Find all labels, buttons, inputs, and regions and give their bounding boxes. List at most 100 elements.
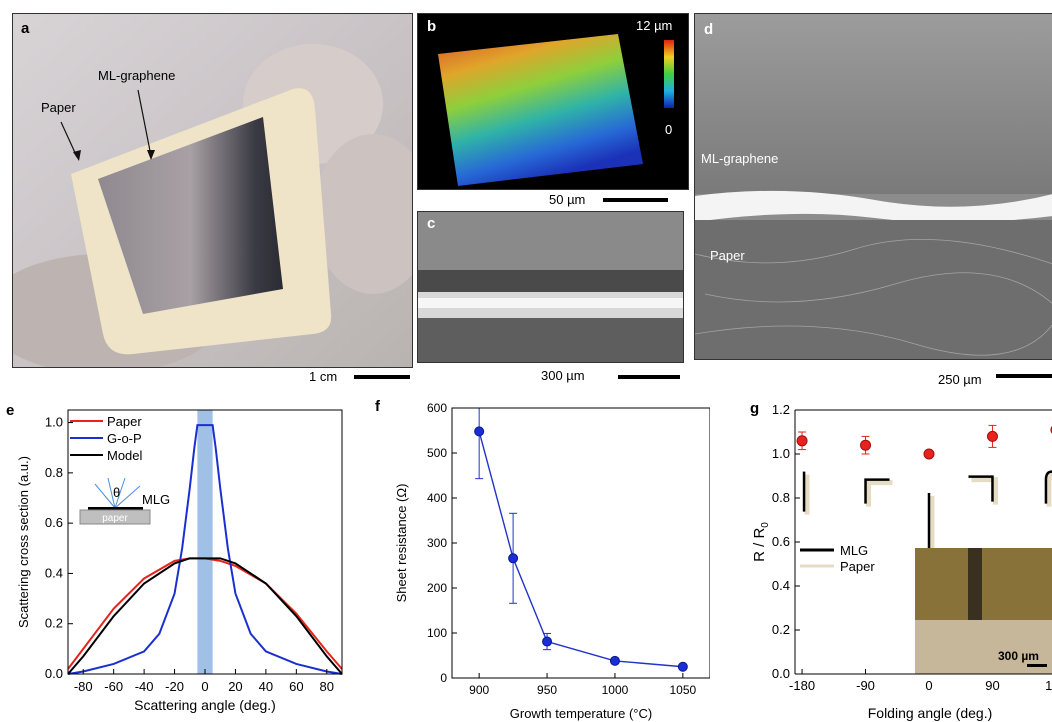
- panel-d-scale-label: 250 µm: [938, 372, 982, 387]
- inset-mlg-label: MLG: [142, 492, 170, 507]
- panel-a-label: a: [21, 20, 30, 37]
- y-tick-label: 0.2: [45, 616, 63, 631]
- series-g-o-p-line: [67, 424, 343, 675]
- fold-icon: [802, 471, 810, 515]
- panel-d-graphene-label: ML-graphene: [701, 151, 779, 166]
- x-tick-label: 0: [925, 678, 932, 693]
- chart-f: 900 950 1000 1050 0 100 200 300 400 500 600 Growth…: [394, 401, 710, 721]
- x-tick-label: -180: [789, 678, 815, 693]
- y-tick-label: 0.0: [45, 666, 63, 681]
- chart-g-xlabel: Folding angle (deg.): [868, 705, 993, 721]
- panel-e-label: e: [6, 402, 15, 419]
- inset-scale-label: 300 µm: [998, 649, 1039, 663]
- chart-f-frame: [451, 407, 710, 679]
- chart-f-ylabel: Sheet resistance (Ω): [394, 484, 409, 603]
- panel-b-topography: b 12 µm 0: [417, 13, 689, 190]
- panel-a-scalebar: [354, 375, 410, 379]
- y-tick-label: 100: [427, 626, 447, 640]
- y-tick-label: 0.4: [772, 578, 790, 593]
- colorbar-max-label: 12 µm: [636, 18, 673, 33]
- x-tick-label: -60: [104, 679, 123, 694]
- x-tick-label: 40: [259, 679, 273, 694]
- data-point: [677, 661, 688, 672]
- y-tick-label: 0.8: [45, 465, 63, 480]
- legend-entry: Paper: [107, 414, 142, 429]
- panel-a-image: [13, 14, 412, 367]
- x-tick-label: -40: [135, 679, 154, 694]
- fold-icon: [864, 478, 893, 507]
- panel-c-scale-label: 300 µm: [541, 368, 585, 383]
- highlight-band: [197, 410, 213, 674]
- fold-icon: [1044, 470, 1052, 507]
- y-tick-label: 0: [440, 671, 447, 685]
- chart-f-xlabel: Growth temperature (°C): [510, 706, 652, 721]
- chart-e-ylabel: Scattering cross section (a.u.): [16, 456, 31, 628]
- y-tick-label: 200: [427, 581, 447, 595]
- data-point: [986, 430, 998, 442]
- x-tick-label: 1000: [602, 683, 629, 697]
- panel-g-label: g: [750, 400, 760, 417]
- x-tick-label: 950: [537, 683, 557, 697]
- chart-e-xlabel: Scattering angle (deg.): [134, 697, 276, 713]
- series-model-line: [67, 557, 343, 675]
- legend-entry: Paper: [840, 559, 875, 574]
- y-tick-label: 0.6: [45, 515, 63, 530]
- y-tick-label: 0.4: [45, 565, 63, 580]
- x-tick-label: 60: [289, 679, 303, 694]
- panel-b-scalebar: [603, 198, 668, 202]
- y-tick-label: 300: [427, 536, 447, 550]
- panel-a-scale-label: 1 cm: [309, 369, 338, 384]
- x-tick-label: -90: [856, 678, 875, 693]
- panel-d-paper-label: Paper: [710, 248, 745, 263]
- paper-label: Paper: [41, 100, 76, 115]
- sheet-resistance-line: [478, 431, 683, 668]
- panel-d-sem: d ML-graphene Paper: [694, 13, 1052, 360]
- y-tick-label: 1.0: [45, 415, 63, 430]
- y-tick-label: 600: [427, 401, 447, 415]
- legend-entry: G-o-P: [107, 431, 142, 446]
- y-tick-label: 400: [427, 491, 447, 505]
- x-tick-label: 900: [469, 683, 489, 697]
- panel-b-image: [438, 34, 674, 186]
- data-point: [609, 655, 620, 666]
- colorbar-min-label: 0: [665, 122, 673, 137]
- chart-e-inset: θ MLG paper: [79, 477, 170, 525]
- x-tick-label: 180: [1045, 678, 1052, 693]
- inset-theta: θ: [113, 485, 120, 500]
- panel-d-image: [695, 14, 1052, 359]
- panel-c-sem: c: [417, 211, 684, 363]
- panel-c-scalebar: [618, 375, 680, 379]
- panel-b-scale-label: 50 µm: [549, 192, 586, 207]
- y-tick-label: 1.2: [772, 402, 790, 417]
- chart-e: -80 -60 -40 -20 0 20 40 60 800.00.20.40.60.81.0 …: [16, 409, 343, 713]
- x-tick-label: 20: [228, 679, 242, 694]
- y-tick-label: 1.0: [772, 446, 790, 461]
- panel-c-image: [418, 212, 683, 362]
- panel-c-label: c: [427, 215, 436, 232]
- panel-d-scalebar: [996, 374, 1052, 378]
- panel-b-label: b: [427, 18, 437, 35]
- x-tick-label: 0: [201, 679, 208, 694]
- x-tick-label: 1050: [669, 683, 696, 697]
- panel-a-arrows: [60, 89, 155, 161]
- fold-icon: [968, 475, 998, 505]
- data-point: [796, 435, 808, 447]
- y-tick-label: 0.6: [772, 534, 790, 549]
- panel-f-label: f: [375, 398, 380, 415]
- legend-entry: MLG: [840, 543, 868, 558]
- y-tick-label: 0.0: [772, 666, 790, 681]
- data-point: [860, 439, 872, 451]
- legend-entry: Model: [107, 448, 143, 463]
- y-tick-label: 0.2: [772, 622, 790, 637]
- y-tick-label: 500: [427, 446, 447, 460]
- ml-graphene-label: ML-graphene: [98, 68, 176, 83]
- chart-g: -180 -90 0 90 180 0.0 0.2 0.4 0.6 0.8 1.0 1.2 300 µ…: [751, 402, 1052, 721]
- data-point: [923, 448, 935, 460]
- x-tick-label: -80: [74, 679, 93, 694]
- y-tick-label: 0.8: [772, 490, 790, 505]
- chart-g-ylabel: R / R0: [751, 522, 771, 562]
- data-point: [508, 553, 519, 564]
- panel-a-photo: a ML-graphene Paper: [12, 13, 413, 368]
- x-tick-label: 90: [985, 678, 999, 693]
- inset-paper-label: paper: [102, 513, 128, 524]
